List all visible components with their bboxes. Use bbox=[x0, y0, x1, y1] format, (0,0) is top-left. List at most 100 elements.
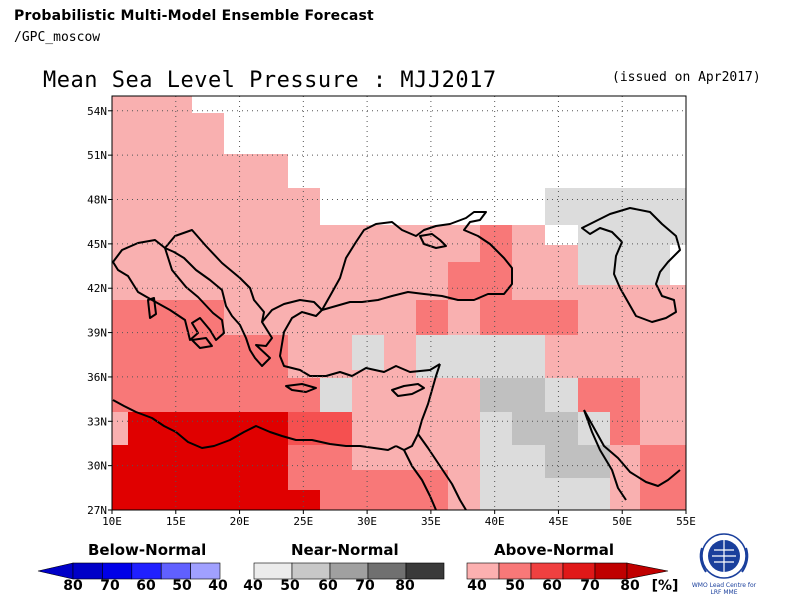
wmo-logo-line1: WMO Lead Centre for bbox=[691, 582, 757, 589]
map-title: Mean Sea Level Pressure : MJJ2017 bbox=[43, 68, 497, 93]
legend-near-label: 50 bbox=[280, 578, 300, 594]
wmo-emblem-icon bbox=[699, 533, 749, 579]
lon-tick-label: 10E bbox=[102, 515, 122, 528]
page-title: Probabilistic Multi-Model Ensemble Forec… bbox=[14, 8, 374, 24]
wmo-logo: WMO Lead Centre for LRF MME bbox=[688, 530, 760, 600]
legend-above-label: 70 bbox=[580, 578, 600, 594]
legend-below-label: 80 bbox=[63, 578, 83, 594]
legend-below-swatch bbox=[102, 562, 133, 580]
legend-below-title: Below-Normal bbox=[88, 541, 207, 559]
coastline-aegean bbox=[261, 299, 441, 377]
coastline-crimea bbox=[419, 233, 447, 249]
probability-cell bbox=[545, 378, 578, 412]
probability-cell bbox=[610, 412, 640, 445]
probability-cell bbox=[512, 412, 578, 445]
probability-cell bbox=[545, 225, 578, 245]
legend-above-title: Above-Normal bbox=[494, 541, 614, 559]
island-sicily bbox=[191, 337, 213, 349]
probability-cell bbox=[320, 378, 352, 412]
probability-cell bbox=[192, 96, 686, 113]
probability-cell bbox=[480, 412, 512, 510]
lat-tick-label: 48N bbox=[87, 194, 107, 207]
lat-tick-label: 39N bbox=[87, 327, 107, 340]
legend-near-title: Near-Normal bbox=[291, 541, 399, 559]
probability-cell bbox=[480, 378, 545, 412]
legend-above-label: 60 bbox=[542, 578, 562, 594]
wmo-logo-line2: LRF MME bbox=[710, 589, 738, 596]
probability-cell bbox=[288, 445, 320, 490]
coastline-north-africa bbox=[112, 399, 397, 451]
legend-near-label: 60 bbox=[318, 578, 338, 594]
probability-cell bbox=[545, 188, 686, 225]
legend-below-swatch bbox=[131, 562, 162, 580]
island-sardinia bbox=[147, 297, 157, 319]
lat-tick-label: 27N bbox=[87, 504, 107, 517]
issued-date: (issued on Apr2017) bbox=[612, 70, 761, 85]
legend-below-arrow bbox=[37, 562, 74, 580]
probability-cell bbox=[416, 300, 448, 335]
legend-below-swatch bbox=[160, 562, 191, 580]
legend-near-label: 80 bbox=[395, 578, 415, 594]
probability-cell bbox=[288, 154, 686, 188]
island-cyprus bbox=[391, 383, 425, 397]
lat-tick-label: 51N bbox=[87, 149, 107, 162]
probability-cell bbox=[448, 378, 480, 445]
legend-above-label: 50 bbox=[505, 578, 525, 594]
legend-above-swatch bbox=[466, 562, 500, 580]
probability-cell bbox=[640, 445, 686, 510]
probability-cells bbox=[112, 96, 686, 510]
coastline-levant bbox=[395, 363, 441, 451]
probability-cell bbox=[112, 300, 224, 412]
probability-cell bbox=[352, 335, 384, 370]
legend-unit: [%] bbox=[651, 578, 679, 594]
lat-tick-label: 30N bbox=[87, 460, 107, 473]
probability-cell bbox=[480, 300, 578, 335]
legend-above-label: 40 bbox=[467, 578, 487, 594]
legend-above-label: 80 bbox=[620, 578, 640, 594]
legend-below-label: 40 bbox=[208, 578, 228, 594]
coastline-persian-gulf bbox=[583, 409, 681, 501]
probability-cell bbox=[224, 113, 686, 154]
legend-near-swatch bbox=[405, 562, 445, 580]
gridlines bbox=[112, 96, 686, 510]
legend-near-swatch bbox=[291, 562, 331, 580]
probability-cell bbox=[480, 225, 512, 262]
lon-tick-label: 25E bbox=[293, 515, 313, 528]
probability-cell bbox=[112, 445, 128, 510]
lon-tick-label: 40E bbox=[485, 515, 505, 528]
legend-near-swatch bbox=[367, 562, 407, 580]
legend-colorbars bbox=[37, 562, 669, 580]
probability-cell bbox=[288, 490, 320, 510]
coastline-black-sea bbox=[321, 211, 513, 311]
lat-tick-label: 42N bbox=[87, 282, 107, 295]
probability-cell bbox=[512, 445, 545, 510]
probability-cell bbox=[224, 335, 288, 412]
legend-near-label: 40 bbox=[243, 578, 263, 594]
legend-above-swatch bbox=[594, 562, 628, 580]
lon-tick-label: 15E bbox=[166, 515, 186, 528]
legend-below-swatch bbox=[190, 562, 221, 580]
map-frame bbox=[111, 95, 687, 511]
legend-below-label: 60 bbox=[136, 578, 156, 594]
lat-tick-label: 33N bbox=[87, 415, 107, 428]
lon-tick-label: 30E bbox=[357, 515, 377, 528]
coastlines bbox=[112, 207, 681, 511]
coastline-caspian bbox=[581, 207, 681, 323]
legend-near-swatch bbox=[329, 562, 369, 580]
legend-above-swatch bbox=[530, 562, 564, 580]
probability-cell bbox=[352, 412, 448, 445]
legend-below-label: 50 bbox=[172, 578, 192, 594]
coastline-balkans bbox=[164, 229, 273, 367]
lon-tick-label: 50E bbox=[612, 515, 632, 528]
probability-cell bbox=[128, 412, 288, 510]
lat-tick-label: 36N bbox=[87, 371, 107, 384]
coastline-red-sea bbox=[403, 433, 467, 511]
legend-near-label: 70 bbox=[355, 578, 375, 594]
legend-above-arrow bbox=[626, 562, 669, 580]
probability-cell bbox=[578, 225, 686, 285]
lon-tick-label: 35E bbox=[421, 515, 441, 528]
legend-below-label: 70 bbox=[100, 578, 120, 594]
lat-tick-label: 54N bbox=[87, 105, 107, 118]
